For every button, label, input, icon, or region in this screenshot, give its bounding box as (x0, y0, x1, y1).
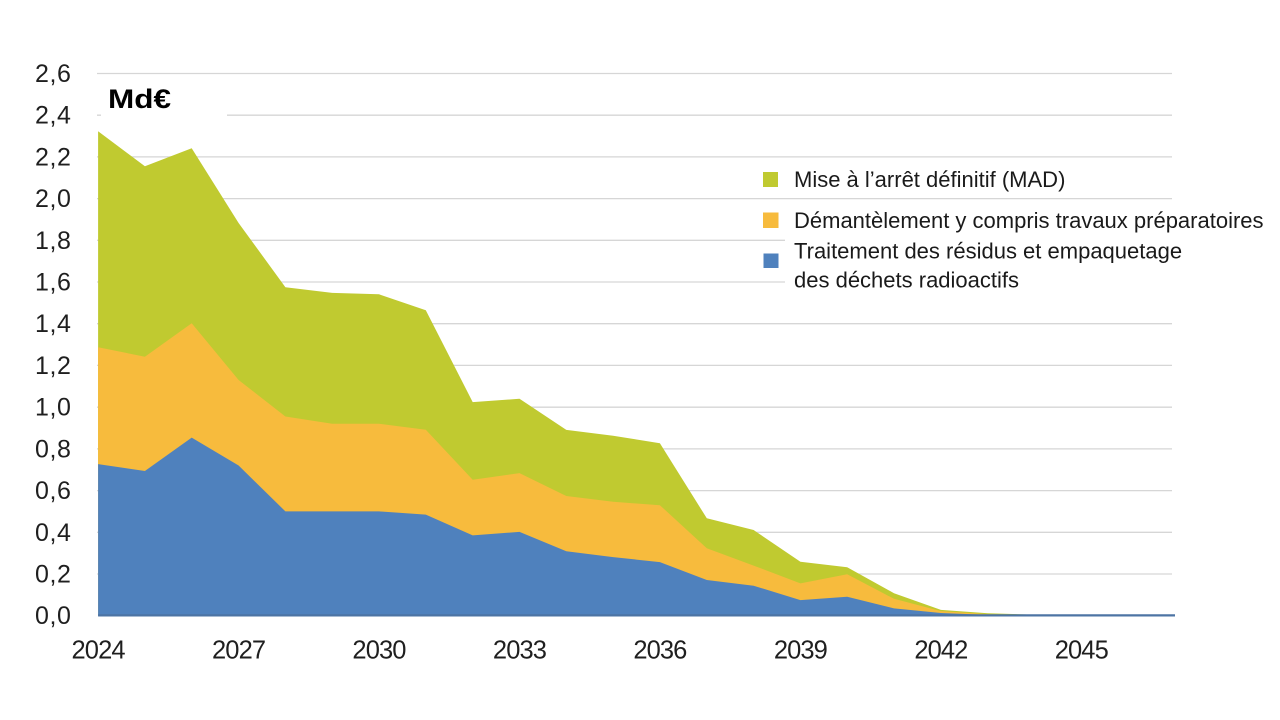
svg-text:Démantèlement y compris travau: Démantèlement y compris travaux préparat… (794, 208, 1264, 233)
svg-text:0,6: 0,6 (35, 477, 72, 505)
svg-text:des déchets radioactifs: des déchets radioactifs (794, 268, 1019, 293)
svg-text:1,8: 1,8 (35, 227, 72, 255)
svg-text:2,2: 2,2 (35, 143, 72, 171)
svg-text:1,6: 1,6 (35, 269, 72, 297)
svg-text:Traitement des résidus et empa: Traitement des résidus et empaquetage (794, 239, 1182, 264)
svg-text:0,2: 0,2 (35, 561, 72, 589)
svg-text:2024: 2024 (72, 636, 126, 664)
svg-text:2030: 2030 (352, 636, 406, 664)
svg-text:2027: 2027 (212, 636, 265, 664)
svg-text:2042: 2042 (914, 636, 967, 664)
svg-text:0,8: 0,8 (35, 435, 72, 463)
svg-text:2,6: 2,6 (35, 60, 72, 88)
svg-text:2036: 2036 (633, 636, 687, 664)
svg-text:1,4: 1,4 (35, 310, 72, 338)
svg-text:2039: 2039 (774, 636, 827, 664)
svg-text:2,4: 2,4 (35, 102, 72, 130)
svg-text:1,0: 1,0 (35, 394, 72, 422)
svg-text:0,4: 0,4 (35, 519, 72, 547)
svg-text:0,0: 0,0 (35, 602, 72, 630)
svg-text:1,2: 1,2 (35, 352, 72, 380)
svg-text:Mise à l’arrêt définitif (MAD): Mise à l’arrêt définitif (MAD) (794, 167, 1065, 192)
svg-text:Md€: Md€ (108, 84, 171, 114)
svg-text:2033: 2033 (493, 636, 547, 664)
svg-text:2045: 2045 (1055, 636, 1109, 664)
svg-text:2,0: 2,0 (35, 185, 72, 213)
